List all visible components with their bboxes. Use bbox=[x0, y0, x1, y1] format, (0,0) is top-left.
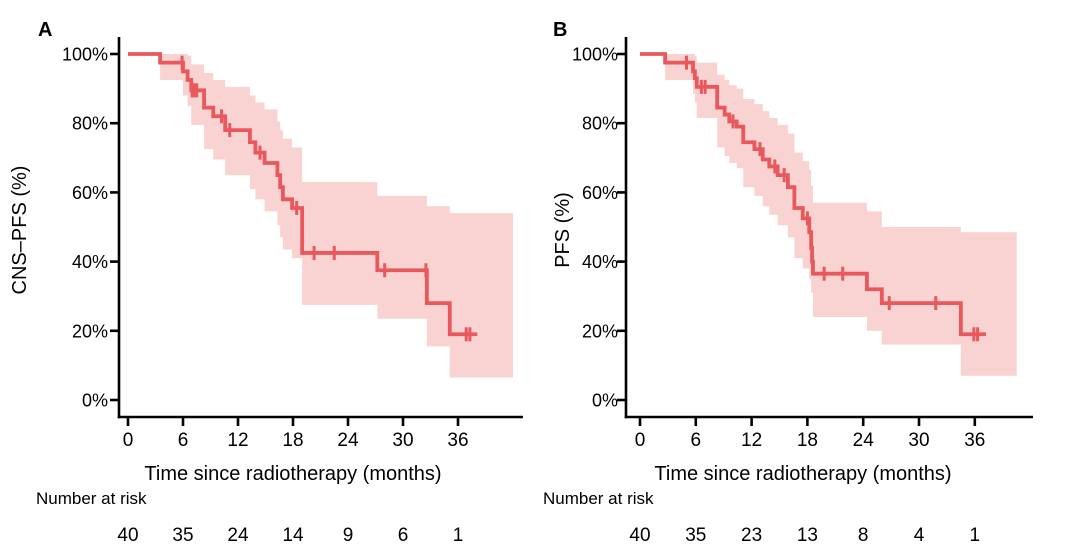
y-tick-label: 60% bbox=[582, 183, 618, 203]
risk-count: 35 bbox=[172, 525, 193, 546]
y-tick-label: 100% bbox=[62, 45, 108, 65]
risk-count: 40 bbox=[117, 525, 138, 546]
risk-count: 9 bbox=[343, 525, 354, 546]
x-tick-label: 30 bbox=[908, 430, 929, 451]
risk-count: 1 bbox=[970, 525, 981, 546]
y-tick-label: 20% bbox=[582, 321, 618, 341]
km-curve bbox=[640, 52, 986, 337]
y-axis-title: PFS (%) bbox=[552, 192, 574, 268]
x-tick-label: 0 bbox=[123, 430, 134, 451]
y-tick-label: 0% bbox=[592, 391, 618, 411]
y-axis-title: CNS–PFS (%) bbox=[9, 166, 31, 295]
panel-letter: A bbox=[38, 19, 52, 41]
y-tick-label: 40% bbox=[72, 252, 108, 272]
risk-count: 8 bbox=[858, 525, 869, 546]
number-at-risk-caption: Number at risk bbox=[36, 489, 147, 508]
x-axis-title: Time since radiotherapy (months) bbox=[144, 463, 441, 485]
risk-count: 40 bbox=[629, 525, 650, 546]
km-chart-pfs: 0% 20% 40% 60% 80% 100% 0 6 12 18 24 30 36 40 35 23 13 8 4… bbox=[543, 19, 1033, 546]
risk-count: 1 bbox=[453, 525, 464, 546]
x-tick-label: 6 bbox=[178, 430, 189, 451]
x-tick-label: 24 bbox=[337, 430, 359, 451]
y-tick-label: 20% bbox=[72, 321, 108, 341]
x-tick-label: 12 bbox=[741, 430, 762, 451]
km-chart-cns-pfs: 0% 20% 40% 60% 80% 100% 0 6 12 18 24 30 36 40 35 24 14 9 6… bbox=[9, 19, 523, 546]
y-tick-label: 0% bbox=[82, 391, 108, 411]
risk-count: 13 bbox=[797, 525, 818, 546]
x-tick-label: 18 bbox=[797, 430, 818, 451]
risk-count: 14 bbox=[282, 525, 304, 546]
y-tick-label: 100% bbox=[572, 45, 618, 65]
panel-b: 0% 20% 40% 60% 80% 100% 0 6 12 18 24 30 36 40 35 23 13 8 4… bbox=[540, 0, 1080, 551]
y-tick-label: 40% bbox=[582, 252, 618, 272]
x-tick-label: 0 bbox=[635, 430, 646, 451]
x-tick-label: 6 bbox=[691, 430, 702, 451]
y-tick-label: 60% bbox=[72, 183, 108, 203]
x-axis-title: Time since radiotherapy (months) bbox=[654, 463, 951, 485]
plot-layer: 0% 20% 40% 60% 80% 100% 0 6 12 18 24 30 36 40 35 23 13 8 4… bbox=[572, 37, 1033, 546]
risk-count: 4 bbox=[914, 525, 925, 546]
risk-count: 24 bbox=[227, 525, 249, 546]
panel-letter: B bbox=[553, 19, 567, 41]
x-tick-label: 36 bbox=[447, 430, 468, 451]
x-tick-label: 18 bbox=[282, 430, 303, 451]
risk-count: 35 bbox=[685, 525, 706, 546]
number-at-risk-caption: Number at risk bbox=[543, 489, 654, 508]
x-tick-label: 30 bbox=[392, 430, 413, 451]
x-tick-label: 36 bbox=[964, 430, 985, 451]
x-tick-label: 12 bbox=[227, 430, 248, 451]
y-tick-label: 80% bbox=[72, 114, 108, 134]
x-tick-label: 24 bbox=[853, 430, 875, 451]
panel-a: 0% 20% 40% 60% 80% 100% 0 6 12 18 24 30 36 40 35 24 14 9 6… bbox=[0, 0, 540, 551]
ci-band bbox=[665, 54, 1017, 376]
risk-count: 23 bbox=[741, 525, 762, 546]
y-tick-label: 80% bbox=[582, 114, 618, 134]
plot-layer: 0% 20% 40% 60% 80% 100% 0 6 12 18 24 30 36 40 35 24 14 9 6… bbox=[62, 37, 523, 546]
ci-band bbox=[160, 54, 514, 378]
risk-count: 6 bbox=[398, 525, 409, 546]
